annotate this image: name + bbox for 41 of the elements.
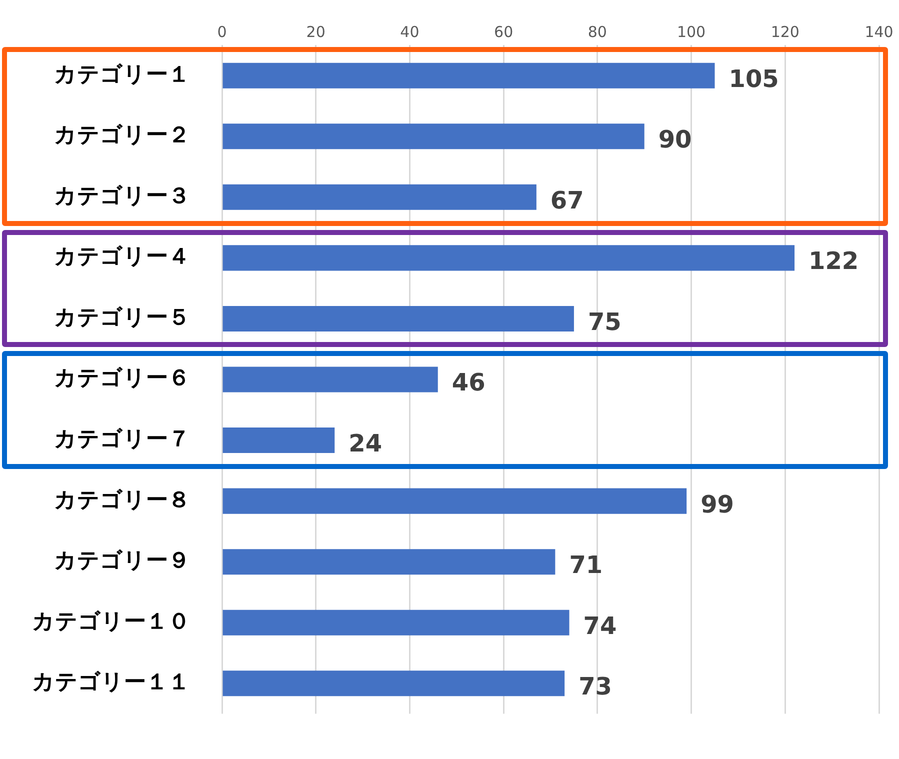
bar — [222, 245, 795, 271]
bar — [222, 184, 536, 210]
x-tick-label: 60 — [494, 23, 514, 42]
bar — [222, 549, 556, 575]
y-tick-label: カテゴリー５ — [54, 305, 190, 330]
data-label: 67 — [550, 186, 584, 214]
bar — [222, 366, 438, 392]
x-tick-label: 0 — [217, 23, 227, 42]
x-tick-label: 100 — [676, 23, 706, 42]
bar — [222, 124, 644, 150]
bar — [222, 306, 574, 332]
data-label: 90 — [658, 126, 692, 154]
y-tick-label: カテゴリー１０ — [32, 609, 190, 634]
y-tick-label: カテゴリー６ — [54, 366, 190, 392]
y-tick-label: カテゴリー４ — [54, 244, 190, 270]
data-label: 24 — [348, 430, 382, 458]
x-tick-label: 140 — [864, 23, 894, 42]
y-tick-label: カテゴリー１１ — [32, 670, 190, 696]
data-label: 71 — [569, 551, 603, 580]
x-tick-label: 20 — [306, 23, 326, 42]
x-tick-label: 80 — [588, 23, 607, 42]
data-label: 73 — [578, 672, 612, 701]
y-tick-label: カテゴリー３ — [54, 184, 190, 209]
bar — [222, 670, 565, 696]
bar — [222, 62, 715, 88]
data-label: 75 — [588, 308, 622, 336]
data-label: 46 — [452, 368, 486, 397]
data-label: 74 — [583, 612, 617, 640]
bar — [222, 488, 687, 514]
y-tick-label: カテゴリー９ — [54, 548, 190, 574]
y-tick-label: カテゴリー１ — [54, 62, 190, 88]
bar — [222, 428, 335, 454]
y-tick-label: カテゴリー７ — [54, 427, 190, 452]
y-tick-label: カテゴリー２ — [54, 123, 190, 148]
data-label: 105 — [728, 64, 779, 93]
bar — [222, 610, 570, 636]
data-label: 122 — [808, 247, 859, 276]
x-tick-label: 120 — [770, 23, 800, 42]
y-tick-label: カテゴリー８ — [54, 488, 190, 513]
x-tick-label: 40 — [400, 23, 420, 42]
data-label: 99 — [700, 490, 734, 518]
